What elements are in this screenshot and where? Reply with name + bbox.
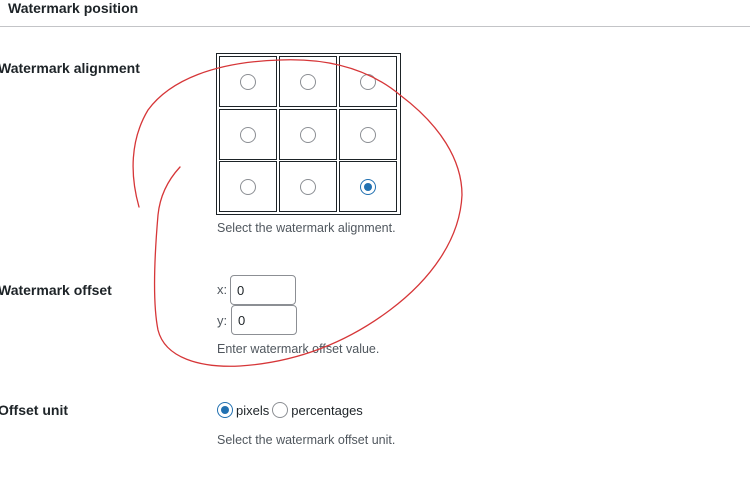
offset-unit-label: Offset unit: [0, 402, 68, 418]
unit-radio-percentages[interactable]: [272, 402, 289, 418]
alignment-cell-top-center[interactable]: [279, 56, 337, 107]
section-title: Watermark position: [8, 0, 139, 16]
section-divider: [0, 26, 750, 27]
offset-y-label: y:: [217, 313, 228, 328]
offset-y-input[interactable]: [231, 305, 297, 335]
unit-label-percentages[interactable]: percentages: [291, 402, 363, 418]
offset-label: Watermark offset: [0, 282, 112, 298]
alignment-cell-bottom-center[interactable]: [279, 161, 337, 212]
alignment-radio-middle-left[interactable]: [240, 126, 256, 143]
alignment-cell-bottom-left[interactable]: [219, 161, 277, 212]
offset-x-label: x:: [217, 282, 228, 297]
alignment-radio-middle-center[interactable]: [300, 126, 316, 143]
offset-help-text: Enter watermark offset value.: [217, 342, 380, 356]
alignment-radio-bottom-left[interactable]: [240, 178, 256, 195]
alignment-radio-bottom-center[interactable]: [300, 178, 316, 195]
alignment-cell-top-left[interactable]: [219, 56, 277, 107]
alignment-cell-bottom-right[interactable]: [339, 161, 397, 212]
alignment-cell-middle-right[interactable]: [339, 109, 397, 160]
alignment-cell-middle-left[interactable]: [219, 109, 277, 160]
alignment-radio-top-left[interactable]: [240, 73, 256, 90]
offset-unit-options: pixels percentages: [217, 400, 366, 420]
alignment-label: Watermark alignment: [0, 60, 140, 76]
unit-label-pixels[interactable]: pixels: [236, 402, 270, 418]
alignment-radio-top-right[interactable]: [360, 73, 376, 90]
unit-radio-pixels[interactable]: [217, 402, 233, 418]
alignment-cell-middle-center[interactable]: [279, 109, 337, 160]
unit-help-text: Select the watermark offset unit.: [217, 433, 396, 447]
alignment-radio-top-center[interactable]: [300, 73, 316, 90]
alignment-radio-bottom-right[interactable]: [360, 178, 376, 195]
alignment-help-text: Select the watermark alignment.: [217, 221, 396, 235]
alignment-grid: [216, 53, 401, 215]
offset-x-input[interactable]: [230, 275, 296, 305]
alignment-cell-top-right[interactable]: [339, 56, 397, 107]
alignment-radio-middle-right[interactable]: [360, 126, 376, 143]
